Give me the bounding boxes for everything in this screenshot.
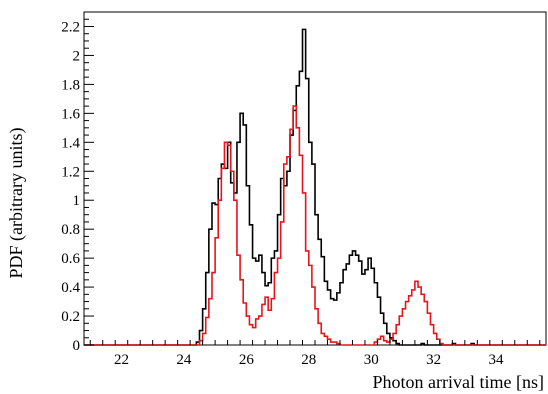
x-tick-label: 32 (426, 352, 441, 368)
y-tick-label: 0 (73, 338, 81, 354)
x-tick-label: 28 (301, 352, 316, 368)
x-axis-title: Photon arrival time [ns] (373, 372, 544, 392)
y-tick-label: 1.2 (61, 164, 80, 180)
x-tick-label: 24 (176, 352, 192, 368)
x-tick-label: 34 (489, 352, 505, 368)
y-tick-label: 0.6 (61, 251, 80, 267)
x-tick-label: 22 (114, 352, 129, 368)
series-2-histogram (84, 105, 546, 346)
y-tick-label: 1.4 (61, 135, 80, 151)
y-tick-label: 1.6 (61, 106, 80, 122)
y-tick-label: 0.4 (61, 280, 80, 296)
x-tick-label: 26 (239, 352, 255, 368)
y-tick-label: 1 (73, 193, 81, 209)
x-axis-ticks: 22 24 26 28 30 32 34 (89, 340, 541, 368)
y-axis-ticks: 0 0.2 0.4 0.6 0.8 1 1.2 1.4 1.6 1.8 2 2.2 (61, 18, 94, 354)
y-tick-label: 2 (73, 48, 81, 64)
y-tick-label: 0.2 (61, 309, 80, 325)
y-tick-label: 2.2 (61, 19, 80, 35)
y-tick-label: 0.8 (61, 222, 80, 238)
y-tick-label: 1.8 (61, 77, 80, 93)
series-layer (84, 28, 546, 346)
y-axis-title: PDF (arbitrary units) (6, 128, 27, 279)
x-tick-label: 30 (364, 352, 379, 368)
